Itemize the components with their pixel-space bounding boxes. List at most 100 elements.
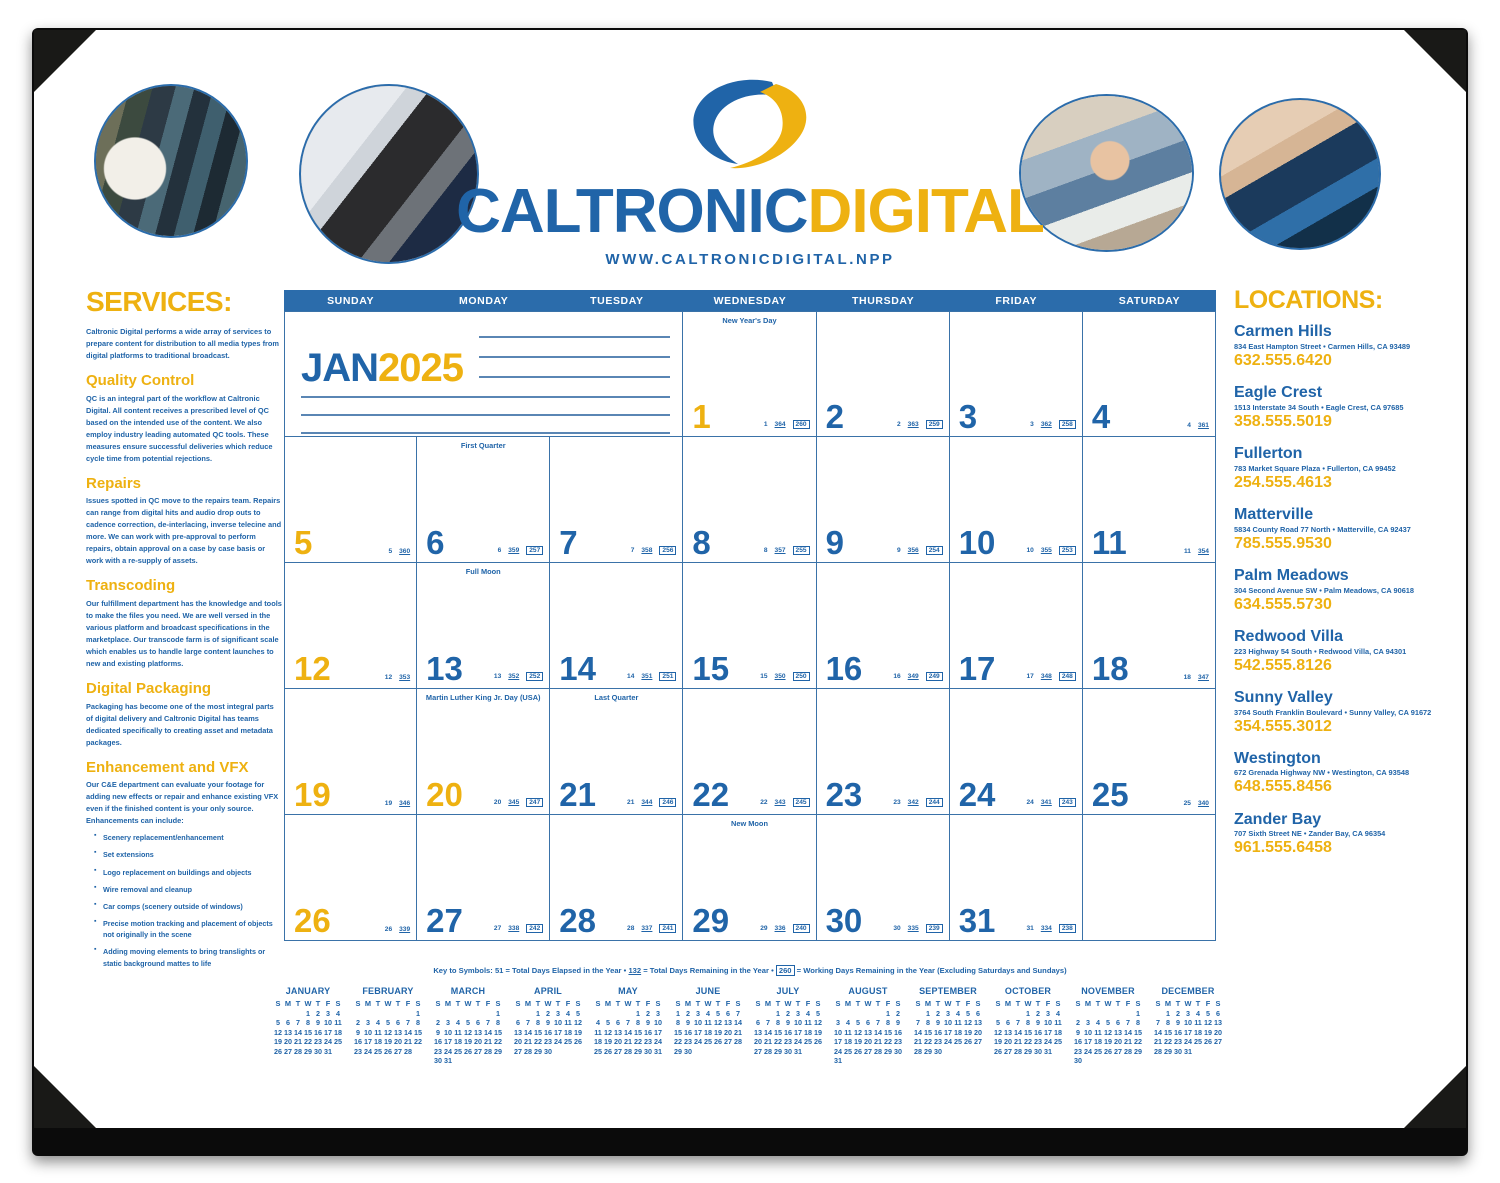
calendar-week-row: 5 5 360 First Quarter 6 6 359 257 7 7 358 256 8 8 357 2… bbox=[284, 437, 1216, 563]
mini-day: 27 bbox=[1214, 1037, 1222, 1046]
mini-week-row: 31 bbox=[833, 1056, 903, 1066]
calendar-day-cell[interactable]: 28 28 337 241 bbox=[550, 815, 684, 941]
calendar-day-cell[interactable]: 19 19 346 bbox=[284, 689, 418, 815]
mini-day: 30 bbox=[894, 1046, 902, 1056]
mini-dow-header: T bbox=[555, 999, 561, 1008]
mini-day: 4 bbox=[596, 1018, 600, 1027]
mini-day: 11 bbox=[954, 1018, 962, 1027]
location-phone[interactable]: 648.555.8456 bbox=[1234, 778, 1332, 796]
working-days-remaining: 250 bbox=[792, 672, 810, 681]
calendar-day-cell[interactable]: 10 10 355 253 bbox=[949, 437, 1083, 563]
calendar-day-cell[interactable]: 9 9 356 254 bbox=[816, 437, 950, 563]
calendar-day-cell[interactable]: 17 17 348 248 bbox=[949, 563, 1083, 689]
mini-day: 31 bbox=[1044, 1046, 1052, 1056]
mini-dow-header: W bbox=[384, 999, 392, 1008]
working-days-remaining: 245 bbox=[792, 798, 810, 807]
month-calendar: SUNDAY MONDAY TUESDAY WEDNESDAY THURSDAY FRID… bbox=[284, 290, 1216, 941]
calendar-day-cell[interactable]: New Year's Day 1 1 364 260 bbox=[683, 311, 817, 437]
calendar-day-cell[interactable]: New Moon 29 29 336 240 bbox=[683, 815, 817, 941]
days-remaining: 356 bbox=[907, 547, 919, 554]
mini-day: 21 bbox=[914, 1037, 922, 1046]
mini-dow-header: S bbox=[655, 999, 661, 1008]
mini-day: 20 bbox=[514, 1037, 522, 1046]
location-phone[interactable]: 785.555.9530 bbox=[1234, 534, 1332, 552]
calendar-day-cell[interactable]: 2 2 363 259 bbox=[816, 311, 950, 437]
mini-day: 12 bbox=[854, 1027, 862, 1037]
calendar-day-cell[interactable]: 24 24 341 243 bbox=[949, 689, 1083, 815]
calendar-day-cell[interactable]: 31 31 334 238 bbox=[949, 815, 1083, 941]
location-phone[interactable]: 542.555.8126 bbox=[1234, 656, 1332, 674]
enhancement-bullet: Logo replacement on buildings and object… bbox=[94, 866, 282, 878]
location-phone[interactable]: 961.555.6458 bbox=[1234, 839, 1332, 857]
location-phone[interactable]: 254.555.4613 bbox=[1234, 473, 1332, 491]
location-address: 5834 County Road 77 North • Matterville,… bbox=[1234, 524, 1411, 534]
day-number: 31 bbox=[958, 902, 996, 939]
calendar-day-cell[interactable]: 12 12 353 bbox=[284, 563, 418, 689]
mini-day: 8 bbox=[676, 1018, 680, 1027]
calendar-day-cell[interactable]: 30 30 335 239 bbox=[816, 815, 950, 941]
month-title-cell: JAN2025 bbox=[284, 311, 684, 437]
mini-day: 27 bbox=[614, 1046, 622, 1056]
mini-calendar-table: S M T W T F S 1 2 3 4 5 6 7 8 9 10 11 12 13 14 15 16 17 18 19 20 21… bbox=[353, 999, 423, 1056]
calendar-day-cell[interactable]: 7 7 358 256 bbox=[550, 437, 684, 563]
mini-day: 18 bbox=[1054, 1027, 1062, 1037]
mini-day-empty bbox=[853, 1009, 863, 1019]
mini-day-empty bbox=[293, 1009, 303, 1019]
calendar-day-cell[interactable]: Last Quarter 21 21 344 246 bbox=[550, 689, 684, 815]
calendar-day-cell[interactable]: First Quarter 6 6 359 257 bbox=[417, 437, 551, 563]
calendar-day-cell[interactable]: 18 18 347 bbox=[1082, 563, 1216, 689]
location-phone[interactable]: 632.555.6420 bbox=[1234, 351, 1332, 369]
location-phone[interactable]: 354.555.3012 bbox=[1234, 717, 1332, 735]
mini-calendar-january: JANUARY S M T W T F S 1 2 3 4 5 6 7 8 9 10 11 12 13 14 15 16 17 1… bbox=[268, 986, 348, 1066]
day-counters: 11 354 bbox=[1184, 548, 1209, 555]
mini-week-row: 6 7 8 9 10 11 12 bbox=[513, 1018, 583, 1028]
calendar-day-cell[interactable]: Full Moon 13 13 352 252 bbox=[417, 563, 551, 689]
calendar-day-cell[interactable]: 11 11 354 bbox=[1082, 437, 1216, 563]
mini-day: 14 bbox=[1014, 1027, 1022, 1037]
mini-day: 4 bbox=[1196, 1008, 1200, 1018]
key-separator-1: • bbox=[623, 966, 627, 975]
days-elapsed: 20 bbox=[493, 799, 502, 806]
mini-day: 5 bbox=[966, 1008, 970, 1018]
days-elapsed: 2 bbox=[897, 421, 901, 428]
mini-day: 20 bbox=[724, 1027, 732, 1037]
mini-day-empty bbox=[353, 1009, 363, 1019]
mini-day-empty bbox=[863, 1056, 873, 1066]
mini-day: 29 bbox=[1134, 1046, 1142, 1056]
day-counters: 19 346 bbox=[385, 800, 410, 807]
mini-day: 15 bbox=[534, 1027, 542, 1037]
calendar-day-cell[interactable]: 26 26 339 bbox=[284, 815, 418, 941]
mini-day: 10 bbox=[1184, 1018, 1192, 1027]
mini-week-row: 1 bbox=[433, 1009, 503, 1019]
mini-dow-header: T bbox=[475, 999, 481, 1008]
mini-day: 6 bbox=[1006, 1018, 1010, 1027]
mini-day: 20 bbox=[1214, 1027, 1222, 1037]
calendar-day-cell[interactable]: 8 8 357 255 bbox=[683, 437, 817, 563]
location-phone[interactable]: 634.555.5730 bbox=[1234, 595, 1332, 613]
service-title-digital-packaging: Digital Packaging bbox=[86, 679, 212, 697]
calendar-day-cell[interactable]: 15 15 350 250 bbox=[683, 563, 817, 689]
calendar-day-cell[interactable]: 27 27 338 242 bbox=[417, 815, 551, 941]
calendar-day-cell[interactable]: 23 23 342 244 bbox=[816, 689, 950, 815]
swoosh-logo-icon bbox=[693, 79, 807, 169]
calendar-day-cell[interactable]: 4 4 361 bbox=[1082, 311, 1216, 437]
mini-day: 7 bbox=[876, 1018, 880, 1027]
mini-day: 11 bbox=[334, 1018, 342, 1027]
day-note: Full Moon bbox=[465, 567, 501, 576]
day-number: 10 bbox=[958, 524, 996, 561]
calendar-day-cell[interactable]: 16 16 349 249 bbox=[816, 563, 950, 689]
calendar-day-cell[interactable]: 5 5 360 bbox=[284, 437, 418, 563]
location-phone[interactable]: 358.555.5019 bbox=[1234, 412, 1332, 430]
note-lines[interactable] bbox=[301, 330, 671, 434]
calendar-day-cell[interactable]: 3 3 362 258 bbox=[949, 311, 1083, 437]
mini-day: 13 bbox=[474, 1027, 482, 1037]
mini-day: 17 bbox=[554, 1027, 562, 1037]
calendar-day-cell[interactable]: 25 25 340 bbox=[1082, 689, 1216, 815]
mini-dow-header: S bbox=[1155, 999, 1161, 1008]
calendar-day-cell[interactable]: 14 14 351 251 bbox=[550, 563, 684, 689]
mini-day: 14 bbox=[874, 1027, 882, 1037]
calendar-day-cell[interactable]: Martin Luther King Jr. Day (USA) 20 20 345 2… bbox=[417, 689, 551, 815]
mini-day: 11 bbox=[454, 1027, 462, 1037]
calendar-day-cell[interactable]: 22 22 343 245 bbox=[683, 689, 817, 815]
